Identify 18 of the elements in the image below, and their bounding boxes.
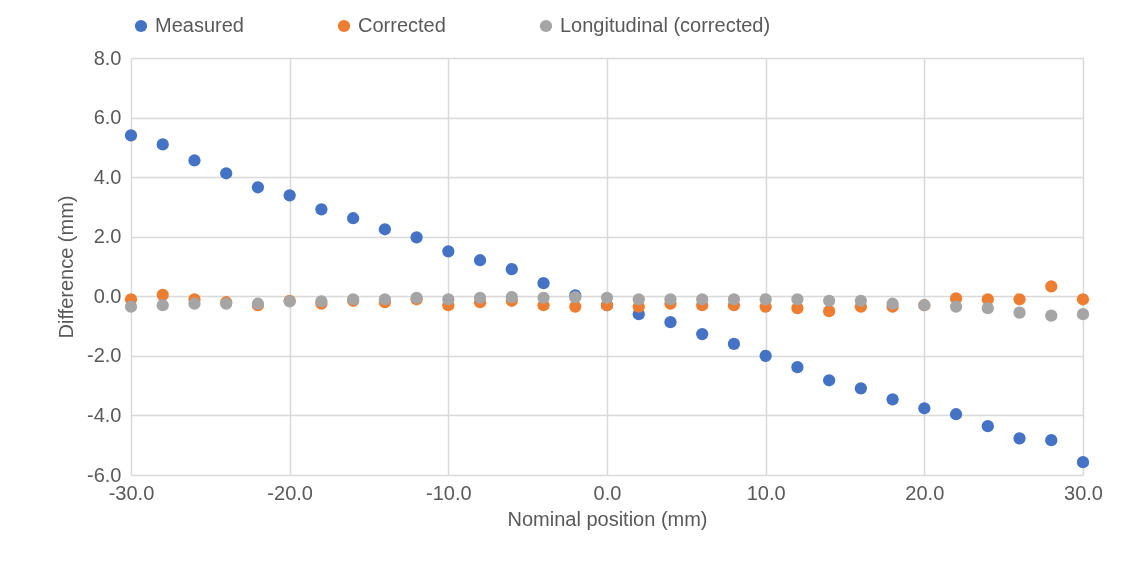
y-tick-label: 2.0	[93, 225, 122, 248]
legend-label: Measured	[155, 14, 244, 36]
y-tick-label: 6.0	[93, 106, 122, 129]
legend-label: Longitudinal (corrected)	[560, 14, 771, 36]
x-tick-label: 20.0	[905, 481, 945, 504]
x-tick-label: 0.0	[593, 481, 622, 504]
legend-label: Corrected	[358, 14, 446, 36]
x-tick-label: 30.0	[1064, 481, 1103, 504]
y-tick-label: -4.0	[87, 403, 122, 426]
x-tick-label: -10.0	[426, 481, 472, 504]
y-axis-title: Difference (mm)	[55, 195, 78, 339]
x-tick-label: 10.0	[746, 481, 786, 504]
x-tick-label: -20.0	[267, 481, 313, 504]
y-tick-label: -2.0	[87, 344, 122, 367]
y-tick-label: 0.0	[93, 284, 122, 307]
y-tick-label: 4.0	[93, 165, 122, 188]
y-tick-label: 8.0	[93, 46, 122, 69]
x-axis-title: Nominal position (mm)	[507, 507, 708, 530]
